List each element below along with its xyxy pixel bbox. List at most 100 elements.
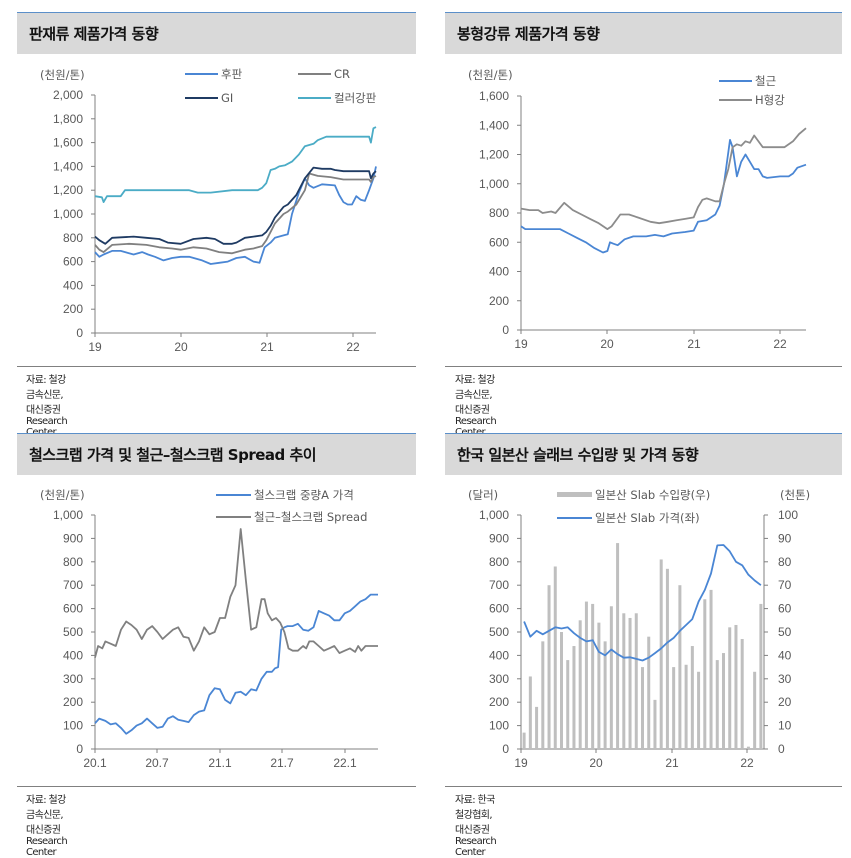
y-tick-label: 400 (63, 278, 83, 292)
chart-title: 한국 일본산 슬래브 수입량 및 가격 동향 (457, 446, 699, 464)
bar (641, 667, 644, 749)
chart-title-bar: 한국 일본산 슬래브 수입량 및 가격 동향 (445, 433, 842, 475)
divider (445, 786, 842, 787)
bar (672, 667, 676, 749)
x-tick-label: 20.7 (145, 756, 169, 770)
legend-label: 컬러강판 (334, 91, 377, 105)
bar (703, 599, 707, 749)
y-axis-unit-label: (달러) (468, 488, 498, 502)
bar (690, 646, 694, 749)
y-right-tick-label: 0 (778, 742, 785, 756)
bar (560, 632, 563, 749)
chart-scrap: 0 100 200 300 400 500 600 700 800 900 1,000 20.1 20.… (40, 488, 378, 770)
x-tick-label: 21 (665, 756, 679, 770)
y-tick-label: 200 (63, 302, 83, 316)
y-right-tick-label: 90 (778, 531, 792, 545)
divider (445, 366, 842, 367)
bar (522, 732, 526, 749)
bar (609, 606, 613, 749)
y-axis-unit-label: (천원/톤) (40, 488, 85, 502)
y-tick-label: 600 (489, 602, 509, 616)
x-tick-label: 19 (88, 340, 102, 354)
divider (17, 786, 416, 787)
series-line-0 (94, 593, 378, 735)
bar (584, 601, 588, 749)
source-note: 자료: 철강금속신문, 대신증권 Research Center (26, 375, 68, 438)
bar (659, 559, 663, 749)
y-tick-label: 600 (489, 235, 509, 249)
x-tick-label: 21.1 (208, 756, 232, 770)
bar (597, 622, 601, 749)
legend-label: GI (221, 91, 233, 105)
chart-title-bar: 판재류 제품가격 동향 (17, 12, 416, 54)
chart-title: 봉형강류 제품가격 동향 (457, 25, 600, 43)
series-line-0 (520, 138, 807, 254)
y-tick-label: 300 (63, 672, 83, 686)
y-tick-label: 0 (76, 326, 83, 340)
y-tick-label: 1,200 (53, 183, 83, 197)
series-line-1 (520, 127, 807, 231)
bar (697, 671, 701, 749)
chart-long-products: 0 200 400 600 800 1,000 1,200 1,400 1,600 19 20 21 2… (468, 68, 807, 351)
x-tick-label: 22 (773, 337, 787, 351)
y-tick-label: 400 (63, 648, 83, 662)
series-line-1 (94, 528, 378, 658)
y-tick-label: 1,600 (479, 89, 509, 103)
y-tick-label: 0 (502, 323, 509, 337)
y-tick-label: 100 (63, 719, 83, 733)
series-line-3 (94, 126, 377, 204)
x-tick-label: 21 (260, 340, 274, 354)
bar (653, 699, 657, 749)
legend-label: 일본산 Slab 가격(좌) (595, 511, 700, 525)
bar (647, 636, 651, 749)
y-tick-label: 1,800 (53, 112, 83, 126)
bar (591, 603, 595, 749)
y-tick-label: 200 (63, 695, 83, 709)
bar (678, 585, 682, 749)
bar (665, 568, 669, 749)
y-tick-label: 1,000 (479, 508, 509, 522)
chart-flat-products: 0 200 400 600 800 1,000 1,200 1,400 1,600 1,800 2,… (40, 67, 377, 354)
bar (634, 613, 638, 749)
x-tick-label: 22.1 (333, 756, 357, 770)
y-tick-label: 700 (63, 578, 83, 592)
legend-label: 철근 (755, 74, 776, 88)
legend-swatch (557, 492, 592, 497)
y-tick-label: 0 (502, 742, 509, 756)
y-right-tick-label: 50 (778, 625, 792, 639)
x-tick-label: 21.7 (270, 756, 294, 770)
bar (709, 589, 713, 749)
bar (547, 585, 551, 749)
y-tick-label: 200 (489, 294, 509, 308)
y-right-tick-label: 100 (778, 508, 798, 522)
bar (535, 706, 539, 749)
series-line-1 (523, 544, 762, 662)
y-tick-label: 600 (63, 602, 83, 616)
legend-label: 철스크랩 중량A 가격 (254, 488, 354, 502)
y-tick-label: 600 (63, 255, 83, 269)
bar (553, 566, 557, 749)
y-tick-label: 900 (63, 531, 83, 545)
y-right-tick-label: 10 (778, 719, 792, 733)
y-tick-label: 500 (489, 625, 509, 639)
y-tick-label: 700 (489, 578, 509, 592)
legend-label: 철근–철스크랩 Spread (254, 510, 367, 524)
y-right-tick-label: 70 (778, 578, 792, 592)
y-tick-label: 100 (489, 719, 509, 733)
y-axis-right-unit-label: (천톤) (780, 488, 810, 502)
series-line-2 (94, 166, 377, 245)
series-line-0 (94, 166, 377, 265)
x-tick-label: 20 (174, 340, 188, 354)
bar (722, 653, 725, 749)
y-tick-label: 300 (489, 672, 509, 686)
legend-label: 일본산 Slab 수입량(우) (595, 488, 710, 502)
chart-title: 판재류 제품가격 동향 (29, 25, 159, 43)
bar (753, 671, 757, 749)
chart-title: 철스크랩 가격 및 철근–철스크랩 Spread 추이 (29, 446, 317, 464)
y-tick-label: 800 (489, 555, 509, 569)
y-tick-label: 400 (489, 648, 509, 662)
bar (541, 641, 545, 749)
bar (616, 543, 620, 749)
bar (728, 627, 732, 749)
